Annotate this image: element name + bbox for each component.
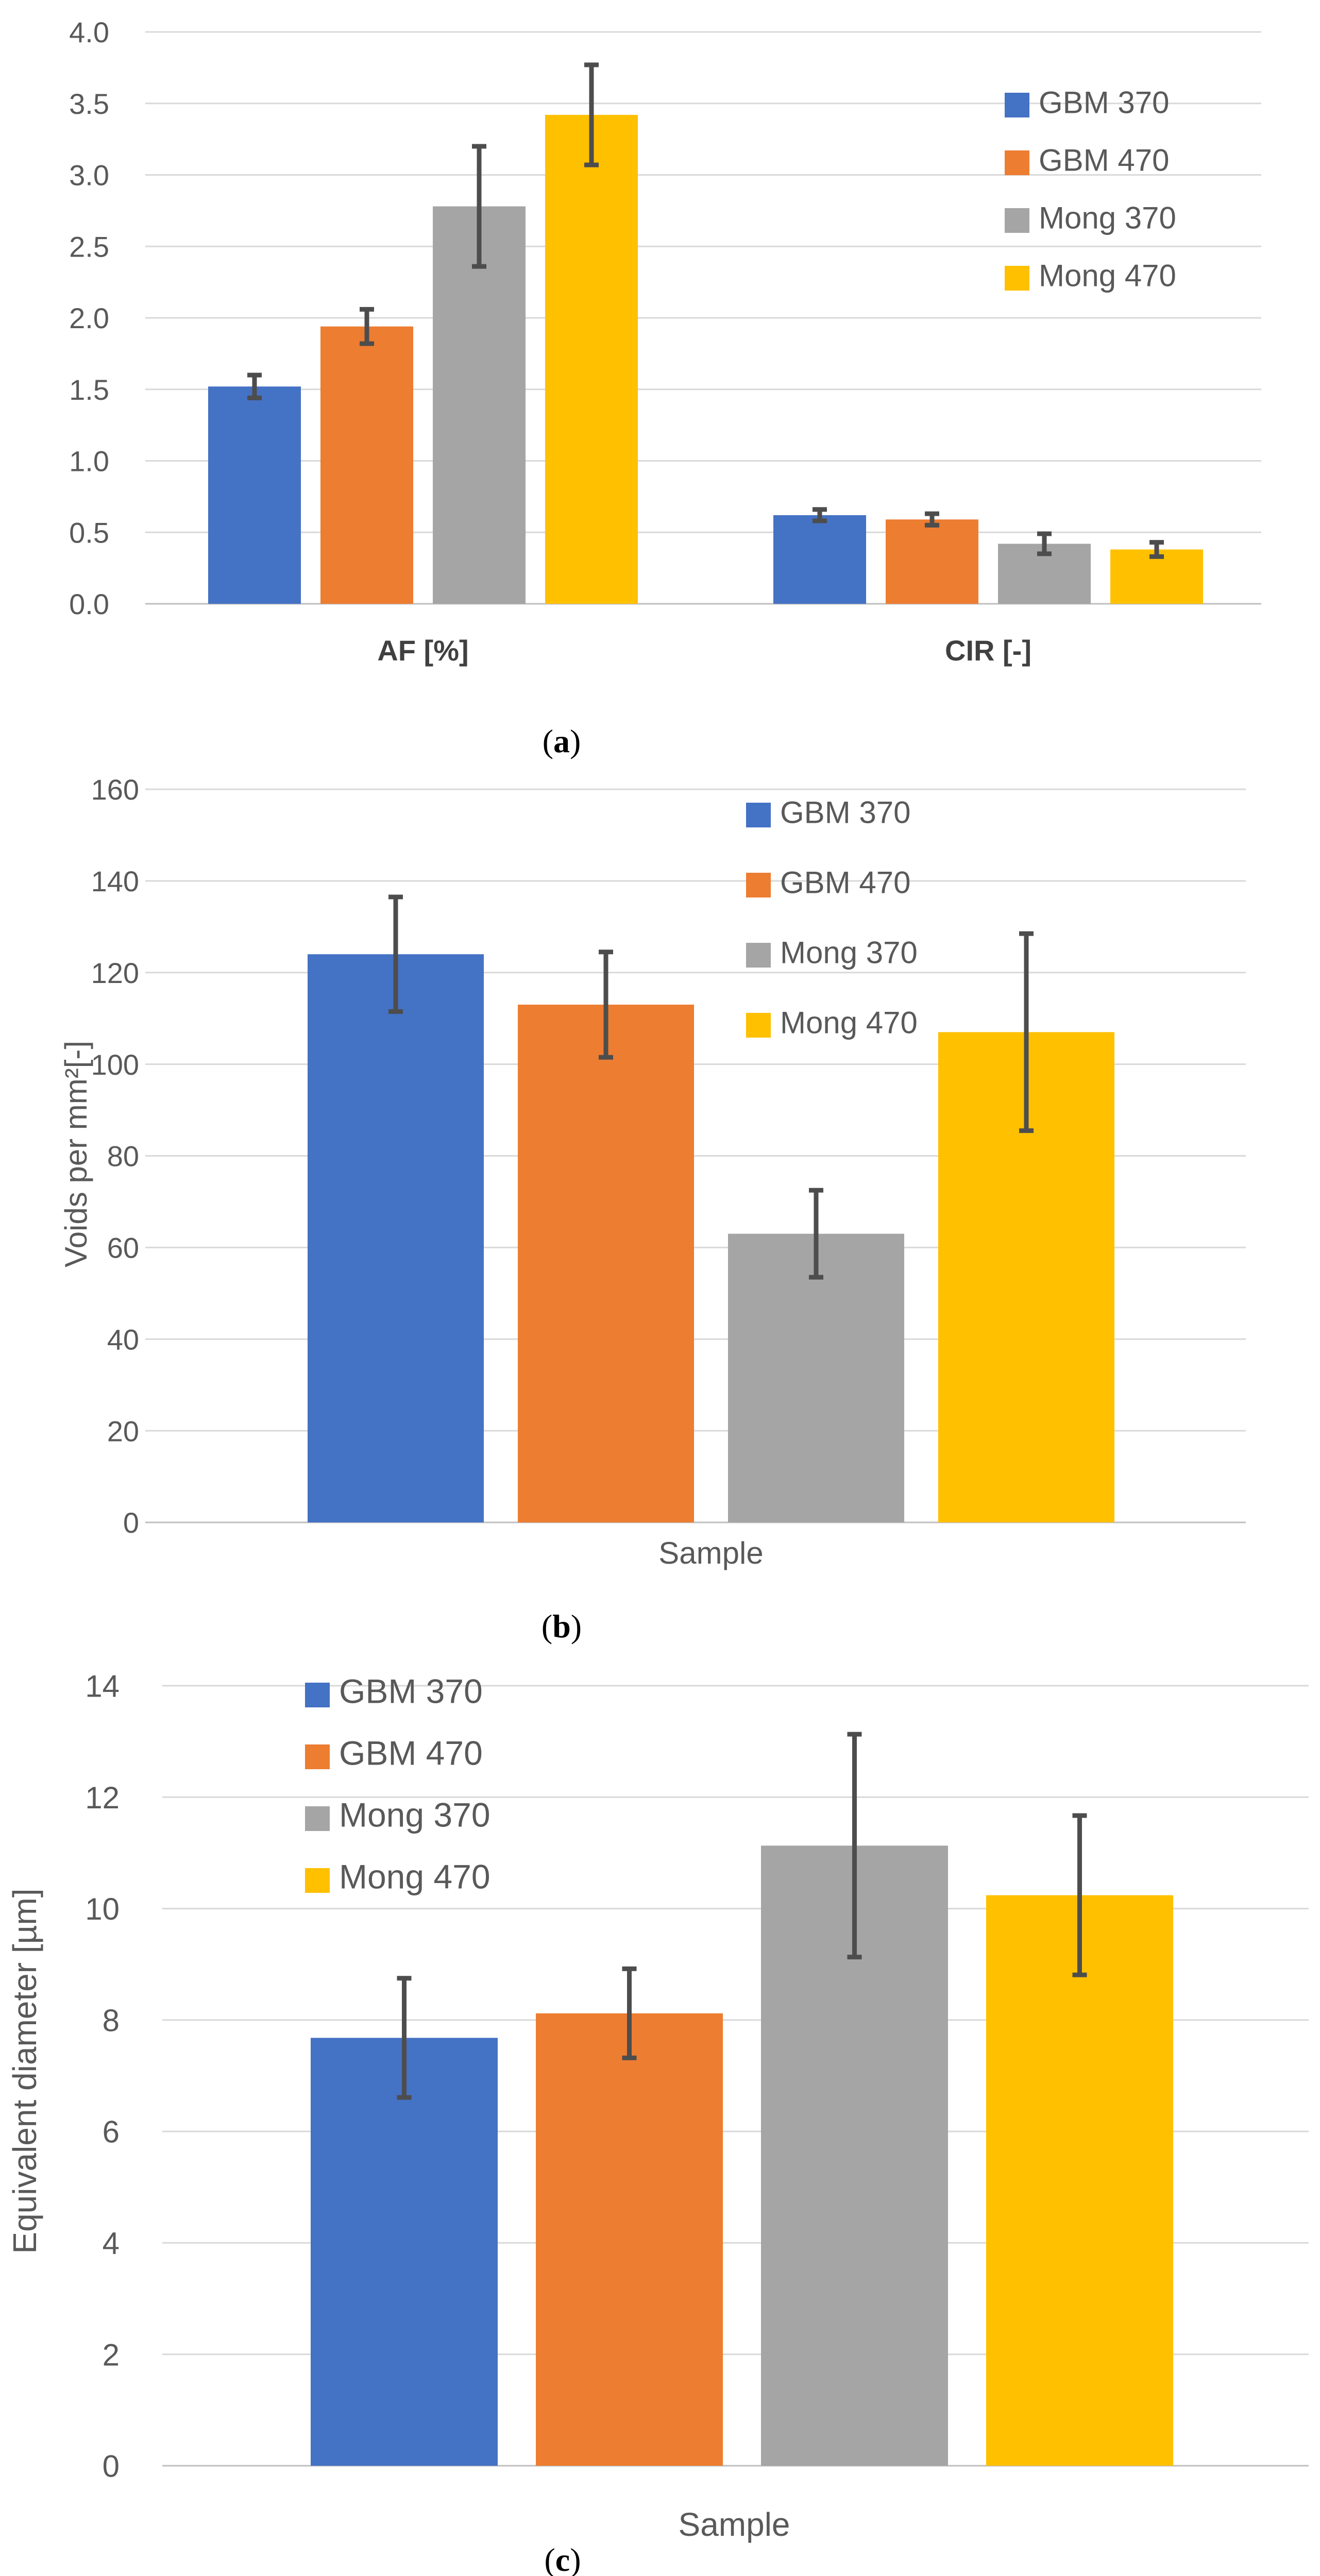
y-tick-label: 60: [107, 1232, 139, 1264]
y-tick-label: 8: [103, 2003, 120, 2038]
figure-caption: (c): [544, 2541, 581, 2576]
legend-label: Mong 470: [1039, 258, 1176, 293]
figure-caption: (b): [541, 1608, 582, 1645]
y-tick-label: 0: [103, 2449, 120, 2484]
legend-label: Mong 370: [780, 935, 918, 970]
legend-label: GBM 470: [780, 865, 910, 900]
legend-swatch: [305, 1683, 330, 1707]
y-tick-label: 20: [107, 1415, 139, 1447]
y-tick-label: 40: [107, 1323, 139, 1355]
y-tick-label: 10: [85, 1892, 120, 1926]
caption-close: ): [571, 1608, 582, 1645]
y-tick-label: 0: [123, 1506, 139, 1539]
bar-gbm-370: [208, 386, 301, 604]
bar-gbm-470: [518, 1005, 694, 1522]
legend-swatch: [1005, 208, 1029, 233]
legend: GBM 370 GBM 470 Mong 370 Mong 470: [1005, 85, 1176, 293]
y-tick-label: 12: [85, 1781, 120, 1815]
y-tick-label: 0.0: [69, 588, 109, 620]
x-axis-title: Sample: [658, 1536, 763, 1570]
legend-swatch: [1005, 150, 1029, 175]
y-axis-title: Voids per mm²[-]: [59, 1041, 93, 1267]
bar-gbm-470: [536, 2013, 723, 2466]
legend: GBM 370 GBM 470 Mong 370 Mong 470: [305, 1672, 490, 1895]
legend-label: Mong 470: [339, 1857, 490, 1895]
y-tick-label: 4: [103, 2226, 120, 2261]
legend-swatch: [1005, 93, 1029, 117]
legend-swatch: [746, 873, 771, 897]
caption-open: (: [544, 2541, 555, 2576]
chart-b: 0 20 40 60 80 100 120 140 160 Sample Voids per mm²…: [59, 773, 1246, 1645]
category-label: AF [%]: [377, 634, 468, 667]
legend-label: GBM 370: [339, 1672, 483, 1710]
y-tick-label: 100: [91, 1048, 139, 1081]
legend-swatch: [746, 943, 771, 968]
legend-label: GBM 370: [1039, 85, 1169, 120]
y-axis-title: Equivalent diameter [µm]: [6, 1888, 43, 2253]
y-tick-label: 3.5: [69, 88, 109, 120]
y-tick-label: 160: [91, 773, 139, 806]
legend-label: Mong 370: [339, 1795, 490, 1834]
y-tick-label: 140: [91, 865, 139, 897]
caption-open: (: [543, 723, 553, 759]
bar-gbm-370: [773, 515, 866, 604]
y-tick-label: 2: [103, 2337, 120, 2372]
chart-a: 0.0 0.5 1.0 1.5 2.0 2.5 3.0 3.5 4.0 AF [%] CIR [-]…: [69, 16, 1261, 759]
bar-mong-470: [545, 114, 638, 604]
y-tick-label: 4.0: [69, 16, 109, 48]
y-tick-label: 6: [103, 2115, 120, 2149]
bar-gbm-470: [320, 326, 413, 604]
legend-swatch: [746, 803, 771, 827]
caption-open: (: [541, 1608, 552, 1645]
bar-mong-470: [986, 1895, 1173, 2466]
legend-swatch: [1005, 266, 1029, 291]
legend-label: Mong 370: [1039, 200, 1176, 235]
legend-swatch: [305, 1806, 330, 1831]
y-tick-label: 2.0: [69, 302, 109, 334]
caption-letter: b: [552, 1608, 571, 1645]
caption-close: ): [570, 2541, 581, 2576]
legend-label: GBM 470: [1039, 143, 1169, 177]
legend-label: Mong 470: [780, 1005, 918, 1040]
chart-c: 0 2 4 6 8 10 12 14 Sample Equivalent diameter [µm…: [6, 1669, 1309, 2576]
y-tick-label: 1.0: [69, 445, 109, 478]
y-tick-label: 3.0: [69, 159, 109, 192]
legend-swatch: [746, 1013, 771, 1038]
category-label: CIR [-]: [945, 634, 1031, 667]
bar-mong-370: [433, 206, 526, 604]
y-tick-label: 2.5: [69, 230, 109, 263]
caption-letter: a: [553, 723, 570, 759]
bar-gbm-470: [886, 519, 978, 604]
y-tick-label: 1.5: [69, 374, 109, 406]
legend-label: GBM 470: [339, 1734, 483, 1772]
legend-label: GBM 370: [780, 795, 910, 829]
y-tick-label: 14: [85, 1669, 120, 1704]
legend-swatch: [305, 1744, 330, 1769]
bar-mong-370: [728, 1233, 904, 1522]
legend: GBM 370 GBM 470 Mong 370 Mong 470: [746, 795, 918, 1040]
x-axis-title: Sample: [679, 2506, 790, 2543]
legend-swatch: [305, 1868, 330, 1893]
figure-caption: (a): [543, 723, 581, 759]
caption-close: ): [570, 723, 581, 759]
bar-gbm-370: [308, 954, 484, 1522]
y-tick-label: 0.5: [69, 516, 109, 549]
bar-gbm-370: [311, 2038, 498, 2466]
y-tick-label: 120: [91, 957, 139, 989]
y-tick-label: 80: [107, 1140, 139, 1173]
caption-letter: c: [555, 2541, 570, 2576]
